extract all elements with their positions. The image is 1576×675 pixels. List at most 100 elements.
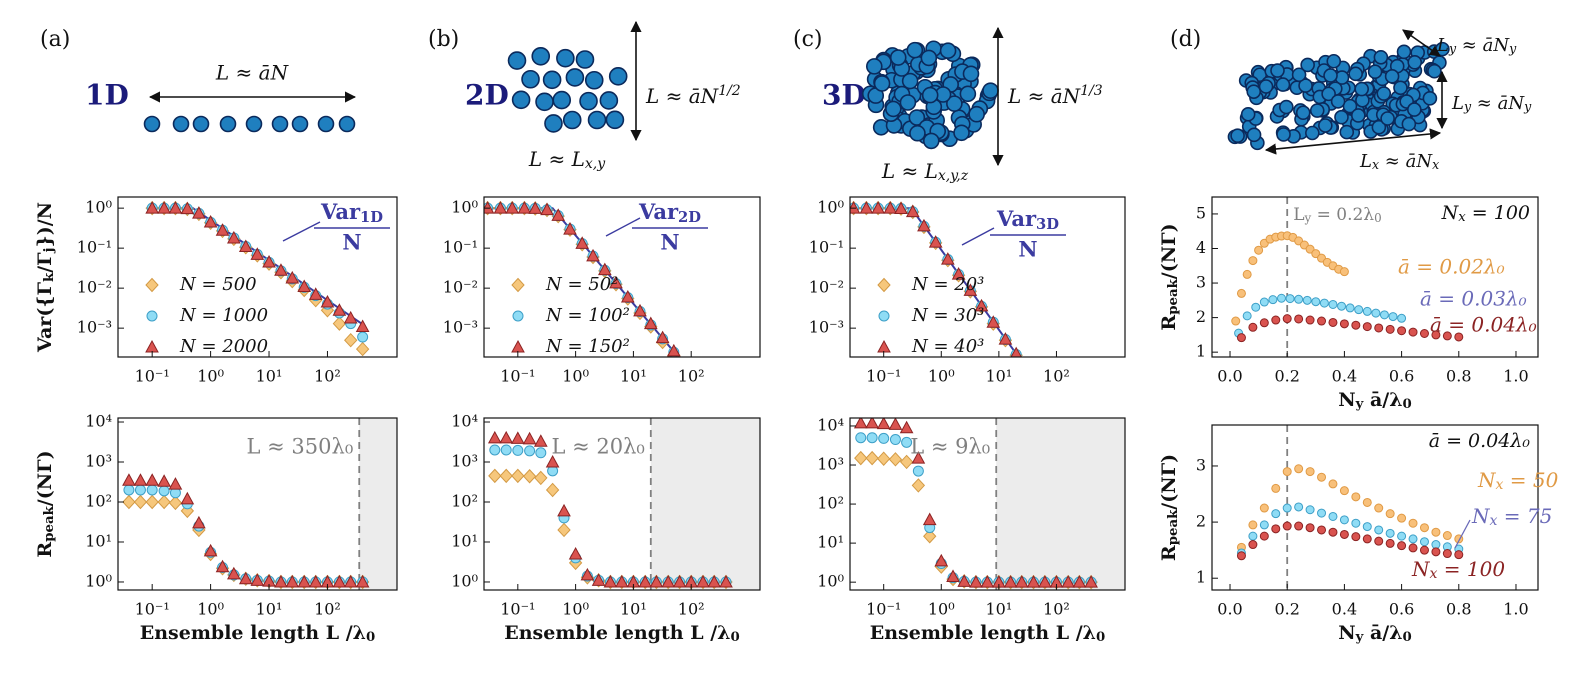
y-tick-label: 4 bbox=[1196, 238, 1206, 257]
data-point bbox=[855, 432, 867, 444]
atom bbox=[1334, 109, 1349, 125]
data-point bbox=[1254, 245, 1264, 255]
y-axis-label: Rpeak/(NΓ) bbox=[1158, 454, 1181, 561]
x-tick-label: 1.0 bbox=[1503, 600, 1528, 619]
legend-label: N = 40³ bbox=[911, 336, 984, 357]
data-point bbox=[192, 206, 206, 219]
shaded-region bbox=[359, 418, 397, 590]
length-label: L ≈ āN1/3 bbox=[1007, 83, 1103, 108]
data-point bbox=[1305, 505, 1315, 515]
text-part: 1/2 bbox=[718, 83, 741, 99]
data-point bbox=[180, 491, 195, 505]
data-point bbox=[1305, 523, 1315, 533]
data-point bbox=[876, 418, 891, 430]
legend-marker bbox=[146, 310, 158, 322]
atom bbox=[1291, 67, 1307, 83]
axes-frame bbox=[483, 196, 761, 358]
text-part: x,y bbox=[585, 156, 606, 172]
data-point bbox=[1294, 294, 1304, 304]
text-part: x,y,z bbox=[938, 168, 969, 184]
data-point bbox=[1351, 532, 1361, 542]
data-point bbox=[168, 201, 183, 214]
plot-area bbox=[1231, 197, 1464, 357]
data-point bbox=[901, 436, 913, 448]
atom bbox=[1318, 118, 1333, 133]
legend-marker bbox=[511, 277, 525, 293]
y-tick-label: 10⁰ bbox=[817, 198, 844, 217]
data-point bbox=[1282, 467, 1292, 477]
y-tick-label: 3 bbox=[1196, 455, 1206, 474]
series-label: ā = 0.02λ₀ bbox=[1398, 255, 1505, 279]
data-point bbox=[1362, 534, 1372, 544]
data-point bbox=[1294, 521, 1304, 531]
data-point bbox=[1337, 301, 1347, 311]
text-part: Var bbox=[996, 206, 1037, 231]
data-point bbox=[355, 341, 370, 357]
data-point bbox=[1408, 534, 1418, 544]
text-part: x bbox=[1496, 477, 1504, 493]
data-point bbox=[1084, 575, 1098, 588]
data-point bbox=[1388, 312, 1398, 322]
y-tick-label: 10⁻² bbox=[809, 278, 844, 297]
data-point bbox=[1419, 329, 1429, 339]
text-part: L bbox=[1359, 151, 1372, 172]
data-point bbox=[696, 574, 710, 588]
data-point bbox=[1311, 297, 1321, 307]
reference-label: L ≈ 9λ₀ bbox=[910, 435, 990, 459]
data-point bbox=[1374, 536, 1384, 546]
atom bbox=[291, 115, 309, 133]
data-point bbox=[928, 235, 943, 248]
data-point bbox=[355, 319, 370, 332]
text-part: x bbox=[1430, 566, 1438, 582]
atom bbox=[507, 51, 527, 70]
data-point bbox=[1362, 522, 1372, 532]
text-part: = 100 bbox=[1437, 557, 1505, 581]
data-point bbox=[649, 574, 664, 588]
y-tick-label: 3 bbox=[1196, 273, 1206, 292]
atom bbox=[906, 41, 924, 59]
series-label: ā = 0.04λ₀ bbox=[1430, 313, 1537, 337]
data-point bbox=[122, 494, 136, 510]
data-point bbox=[1259, 520, 1269, 530]
data-point bbox=[250, 573, 265, 586]
data-point bbox=[297, 279, 312, 292]
text-part: y bbox=[1508, 41, 1517, 56]
x-tick-label: 0.0 bbox=[1217, 367, 1242, 386]
y-tick-label: 10² bbox=[451, 491, 478, 510]
data-point bbox=[1248, 256, 1258, 266]
data-point bbox=[878, 432, 890, 444]
x-tick-label: 10¹ bbox=[256, 367, 283, 386]
reference-label: Ly = 0.2λ0 bbox=[1293, 205, 1381, 225]
data-point bbox=[888, 452, 903, 467]
x-tick-label: 10⁰ bbox=[928, 600, 955, 619]
text-part: ā/λ bbox=[1363, 622, 1402, 644]
data-point bbox=[285, 574, 300, 588]
panel-label: (a) bbox=[40, 27, 70, 52]
data-point bbox=[877, 451, 891, 466]
atom bbox=[1305, 125, 1320, 141]
data-point bbox=[1328, 527, 1338, 537]
y-axis-label: Var({Γk/Γj})/N bbox=[34, 202, 57, 353]
atom bbox=[1367, 64, 1383, 80]
atom bbox=[1230, 128, 1245, 143]
atom bbox=[552, 90, 572, 110]
data-point bbox=[1259, 297, 1269, 307]
data-point bbox=[500, 444, 512, 456]
data-point bbox=[707, 574, 722, 588]
data-point bbox=[1371, 308, 1381, 318]
x-tick-label: 10¹ bbox=[620, 367, 647, 386]
data-point bbox=[853, 418, 868, 429]
data-point bbox=[192, 515, 206, 529]
text-part: 0 bbox=[1403, 630, 1412, 645]
data-point bbox=[1294, 464, 1304, 474]
atom bbox=[1275, 77, 1291, 92]
data-point bbox=[1236, 333, 1246, 343]
atom bbox=[968, 105, 985, 123]
data-point bbox=[285, 270, 300, 284]
data-point bbox=[1282, 503, 1292, 513]
label-connector bbox=[605, 217, 641, 237]
text-part: 0 bbox=[1096, 630, 1105, 645]
data-point bbox=[238, 239, 253, 252]
x-tick-label: 10¹ bbox=[620, 600, 647, 619]
data-point bbox=[912, 465, 924, 477]
